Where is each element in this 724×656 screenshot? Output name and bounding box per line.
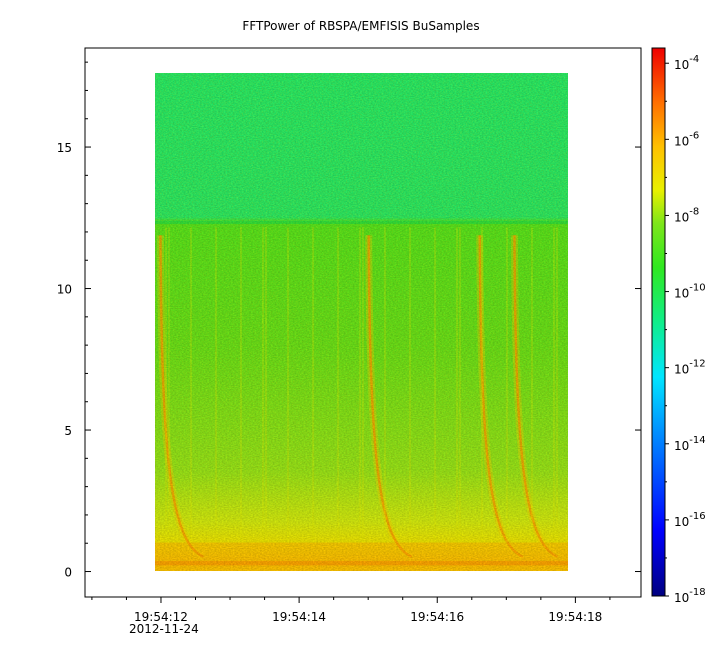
x-date-label: 2012-11-24 <box>129 622 199 636</box>
colorbar-tick-label: 10-4 <box>674 54 699 72</box>
x-tick-label: 19:54:16 <box>410 610 464 624</box>
y-tick-label: 5 <box>64 424 72 438</box>
x-tick-label: 19:54:18 <box>548 610 602 624</box>
plot-area: 19:54:12 19:54:14 19:54:16 19:54:18 051015 … <box>57 47 642 636</box>
y-axis: 0 5 10 15 <box>57 61 641 580</box>
x-tick-label: 19:54:14 <box>272 610 326 624</box>
spectrogram-image <box>155 73 568 571</box>
y-tick-label: 0 <box>64 566 72 580</box>
colorbar-tick-label: 10-12 <box>674 359 706 377</box>
x-axis: 19:54:12 19:54:14 19:54:16 19:54:18 <box>91 597 611 624</box>
y-tick-label: 15 <box>57 141 72 155</box>
colorbar-scale <box>651 47 666 597</box>
colorbar-tick-label: 10-18 <box>674 587 706 605</box>
x-tick-label: 19:54:12 <box>134 610 188 624</box>
colorbar-tick-label: 10-14 <box>674 435 706 453</box>
colorbar: 10-4 10-6 10-8 10-10 10-12 10-14 10-16 10-18 <box>651 47 706 605</box>
y-tick-label: 10 <box>57 283 72 297</box>
colorbar-tick-label: 10-8 <box>674 206 699 224</box>
colorbar-tick-label: 10-16 <box>674 511 706 529</box>
colorbar-tick-label: 10-6 <box>674 130 699 148</box>
colorbar-tick-label: 10-10 <box>674 283 706 301</box>
chart-title: FFTPower of RBSPA/EMFISIS BuSamples <box>242 19 479 33</box>
